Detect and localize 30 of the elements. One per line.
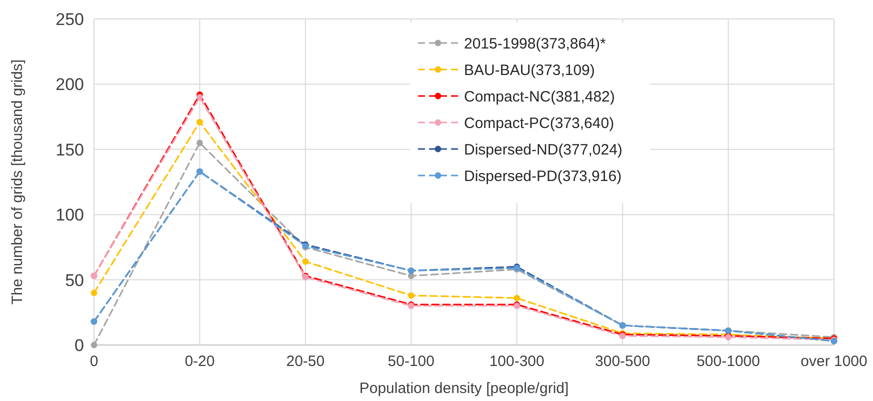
point [196,94,203,100]
x-tick-label: 100-300 [489,353,544,370]
point [90,342,98,348]
x-tick-label: 300-500 [595,353,650,370]
point [196,118,203,126]
x-tick-label: over 1000 [800,353,868,370]
legend-label: Compact-PC(373,640) [464,114,614,132]
y-tick-label: 200 [56,75,84,94]
legend-label: Compact-NC(381,482) [464,88,615,106]
x-tick-label: 0-20 [184,353,215,370]
point [90,290,98,296]
point [514,294,520,302]
y-tick-label: 0 [74,336,84,355]
legend-label: BAU-BAU(373,109) [464,62,595,79]
y-tick-label: 250 [56,10,84,29]
point [408,292,414,299]
x-tick-label: 500-1000 [696,353,760,370]
legend-label: 2015-1998(373,864)* [464,35,606,52]
point [196,140,203,146]
x-tick-label: 20-50 [286,353,325,370]
legend-label: Dispersed-PD(373,916) [464,168,622,185]
x-axis-title: Population density [people/grid] [359,380,569,397]
legend-label: Dispersed-ND(377,024) [464,141,622,158]
point [302,258,309,265]
y-tick-label: 150 [56,140,84,160]
y-axis-title: The number of grids [thousand grids] [9,59,26,305]
y-tick-label: 100 [56,206,84,225]
y-tick-label: 50 [65,270,84,290]
x-tick-label: 0 [90,353,98,370]
x-tick-label: 50-100 [388,353,434,370]
